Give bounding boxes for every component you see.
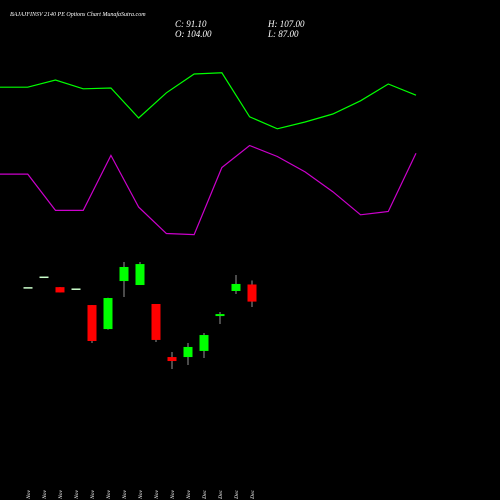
- candle-body: [119, 266, 129, 282]
- chart-title: BAJAJFINSV 2140 PE Options Chart MunafaS…: [10, 11, 146, 18]
- x-tick-label: 21 Nov: [106, 489, 112, 500]
- candle-body: [103, 298, 113, 330]
- candle-body: [55, 287, 65, 293]
- x-tick-label: 17 Nov: [58, 489, 64, 500]
- indicator-line: [0, 144, 417, 236]
- candle-body: [39, 276, 49, 279]
- x-tick-label: 13 Nov: [26, 489, 32, 500]
- ohlc-label: H: 107.00: [267, 19, 305, 29]
- candle-body: [247, 284, 257, 302]
- x-tick-label: 24 Nov: [121, 489, 128, 500]
- x-tick-label: 01 Dec: [202, 489, 208, 500]
- x-tick-label: 27 Nov: [170, 489, 176, 500]
- ohlc-label: C: 91.10: [175, 19, 207, 29]
- x-tick-label: 03 Dec: [234, 489, 240, 500]
- ohlc-label: O: 104.00: [175, 29, 212, 39]
- x-tick-label: 26 Nov: [154, 489, 160, 500]
- candle-body: [199, 335, 209, 351]
- ohlc-label: L: 87.00: [267, 29, 299, 39]
- candle-body: [151, 303, 161, 340]
- candle-body: [87, 305, 97, 341]
- candle-body: [183, 346, 193, 358]
- candle-body: [215, 314, 225, 317]
- x-tick-label: 04 Dec: [249, 489, 256, 500]
- candle-body: [135, 264, 145, 286]
- candle-body: [167, 357, 177, 362]
- candle-body: [23, 287, 33, 289]
- indicator-line: [0, 72, 417, 130]
- x-tick-label: 02 Dec: [218, 489, 224, 500]
- candle-body: [231, 283, 241, 291]
- x-tick-label: 20 Nov: [90, 489, 96, 500]
- x-tick-label: 14 Nov: [41, 489, 48, 500]
- candle-body: [71, 288, 81, 290]
- x-tick-label: 18 Nov: [74, 489, 80, 500]
- x-tick-label: 28 Nov: [186, 489, 192, 500]
- x-tick-label: 25 Nov: [138, 489, 144, 500]
